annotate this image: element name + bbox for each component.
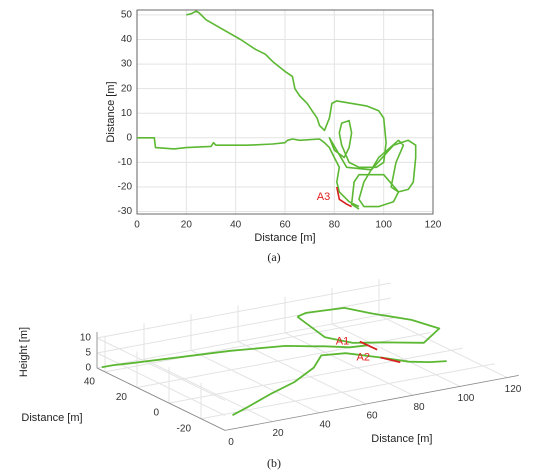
z-tick-label: 5 (85, 348, 91, 359)
annotation: A3 (317, 191, 330, 203)
x-tick-label: 20 (272, 428, 284, 439)
y-tick-label: 30 (121, 59, 133, 70)
y-tick-label: -20 (118, 182, 133, 193)
x-tick-label: 60 (366, 411, 378, 422)
x-tick-label: 0 (228, 437, 234, 448)
grid-line (378, 314, 508, 379)
x-tick-label: 100 (458, 393, 475, 404)
z-axis-label: Height [m] (18, 327, 30, 377)
x-tick-label: 40 (230, 220, 242, 231)
x-tick-label: 80 (329, 220, 341, 231)
axis-edge (96, 367, 226, 431)
y-tick-label: 0 (126, 132, 132, 143)
y-tick-label: 50 (121, 10, 133, 21)
z-tick-label: 10 (80, 333, 92, 344)
grid-line (168, 347, 463, 404)
x-tick-label: 100 (375, 220, 392, 231)
trajectory (137, 10, 417, 210)
x-tick-label: 0 (134, 220, 140, 231)
y-tick-label: -10 (118, 157, 133, 168)
grid-line (96, 297, 391, 354)
grid-line (96, 337, 226, 401)
x-tick-label: 20 (181, 220, 193, 231)
grid-line (237, 341, 367, 405)
grid-line (200, 363, 495, 420)
annotation: A2 (357, 351, 370, 363)
grid-line (96, 282, 391, 339)
grid-line (96, 312, 391, 369)
y-axis-label: Distance [m] (21, 412, 82, 424)
grid-line (143, 358, 273, 423)
grid-line (96, 352, 226, 416)
grid-line (190, 349, 320, 414)
caption: (a) (267, 250, 280, 264)
trajectory (336, 186, 352, 208)
y-tick-label: 20 (121, 83, 133, 94)
y-tick-label: 0 (153, 408, 159, 419)
caption: (b) (267, 456, 281, 470)
trajectory (380, 356, 401, 364)
grid-line (104, 316, 399, 373)
x-tick-label: 40 (319, 419, 331, 430)
axis-edge (224, 375, 519, 431)
x-tick-label: 60 (279, 220, 291, 231)
x-axis-label: Distance [m] (254, 232, 315, 244)
trajectory (101, 307, 447, 416)
trajectory (359, 340, 378, 351)
x-tick-label: 80 (413, 402, 425, 413)
annotation: A1 (336, 335, 349, 347)
x-tick-label: 120 (425, 220, 442, 231)
x-tick-label: 120 (505, 384, 522, 395)
y-tick-label: 20 (116, 392, 128, 403)
y-tick-label: 10 (121, 108, 133, 119)
y-tick-label: 40 (121, 34, 133, 45)
y-tick-label: 40 (84, 377, 96, 388)
y-tick-label: -20 (177, 423, 192, 434)
grid-line (331, 323, 461, 387)
z-tick-label: 0 (85, 363, 91, 374)
y-axis-label: Distance [m] (105, 81, 117, 142)
grid-line (284, 332, 414, 396)
x-axis-label: Distance [m] (371, 433, 432, 445)
y-tick-label: -30 (118, 206, 133, 217)
axes-box (136, 9, 434, 215)
